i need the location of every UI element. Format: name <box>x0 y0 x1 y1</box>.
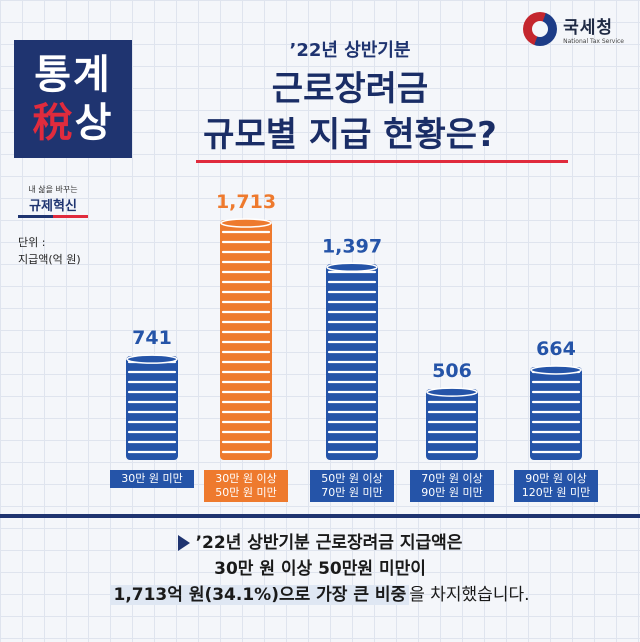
unit-label: 단위 : 지급액(억 원) <box>18 234 81 268</box>
title-line1: 근로장려금 <box>271 69 429 109</box>
badge-sang-char: 상 <box>74 100 114 146</box>
subtitle: ’22년 상반기분 <box>289 40 411 61</box>
category-label-4-line-1: 120만 원 미만 <box>522 486 590 499</box>
badge-line1: 통계 <box>34 52 112 98</box>
category-label-3-line-0: 70만 원 이상 <box>421 472 482 485</box>
unit-line2: 지급액(억 원) <box>18 253 81 266</box>
title-underline <box>196 160 568 163</box>
bar-1 <box>220 218 272 460</box>
category-label-0-line-0: 30만 원 미만 <box>121 472 182 485</box>
category-label-3-line-1: 90만 원 미만 <box>421 486 482 499</box>
title-line2: 규모별 지급 현황은? <box>203 115 497 155</box>
badge-tax-char: 稅 <box>32 100 75 146</box>
summary-line3-rest: 을 차지했습니다. <box>409 585 530 605</box>
value-label-4: 664 <box>536 338 576 360</box>
bar-2 <box>326 262 378 460</box>
agency-name-en: National Tax Service <box>563 38 624 45</box>
category-label-1-line-0: 30만 원 이상 <box>215 472 276 485</box>
category-label-0: 30만 원 미만 <box>110 470 194 488</box>
value-label-2: 1,397 <box>322 235 382 257</box>
arrow-right-icon <box>177 535 190 551</box>
bar-4 <box>530 365 582 460</box>
nts-logo: 국세청 National Tax Service <box>523 12 624 46</box>
value-label-0: 741 <box>132 327 172 349</box>
summary-line2: 30만 원 이상 50만원 미만이 <box>214 559 426 579</box>
bar-3 <box>426 387 478 460</box>
badge-line2: 稅상 <box>33 99 114 147</box>
agency-name: 국세청 <box>563 18 614 38</box>
category-label-2-line-1: 70만 원 미만 <box>321 486 382 499</box>
category-label-4-line-0: 90만 원 이상 <box>525 472 586 485</box>
summary-line1: ’22년 상반기분 근로장려금 지급액은 <box>0 530 640 556</box>
value-label-1: 1,713 <box>216 191 276 213</box>
bar-0 <box>126 354 178 460</box>
value-label-3: 506 <box>432 360 472 382</box>
summary-line3: 1,713억 원(34.1%)으로 가장 큰 비중 을 차지했습니다. <box>0 582 640 608</box>
regulation-tag: 내 삶을 바꾸는 규제혁신 <box>18 184 88 218</box>
tag-line1: 내 삶을 바꾸는 <box>28 185 78 194</box>
series-badge: 통계 稅상 <box>14 40 132 158</box>
page-title: 근로장려금 규모별 지급 현황은? <box>0 66 640 158</box>
tag-bar <box>18 215 88 218</box>
category-label-2-line-0: 50만 원 이상 <box>321 472 382 485</box>
nts-emblem-icon <box>523 12 558 46</box>
summary: ’22년 상반기분 근로장려금 지급액은 30만 원 이상 50만원 미만이 1… <box>0 530 640 608</box>
summary-line1-text: ’22년 상반기분 근로장려금 지급액은 <box>195 533 463 553</box>
section-divider <box>0 514 640 518</box>
unit-line1: 단위 : <box>18 236 46 249</box>
tag-line2: 규제혁신 <box>29 199 77 214</box>
category-label-1-line-1: 50만 원 미만 <box>215 486 276 499</box>
summary-highlight: 1,713억 원(34.1%)으로 가장 큰 비중 <box>110 585 410 605</box>
